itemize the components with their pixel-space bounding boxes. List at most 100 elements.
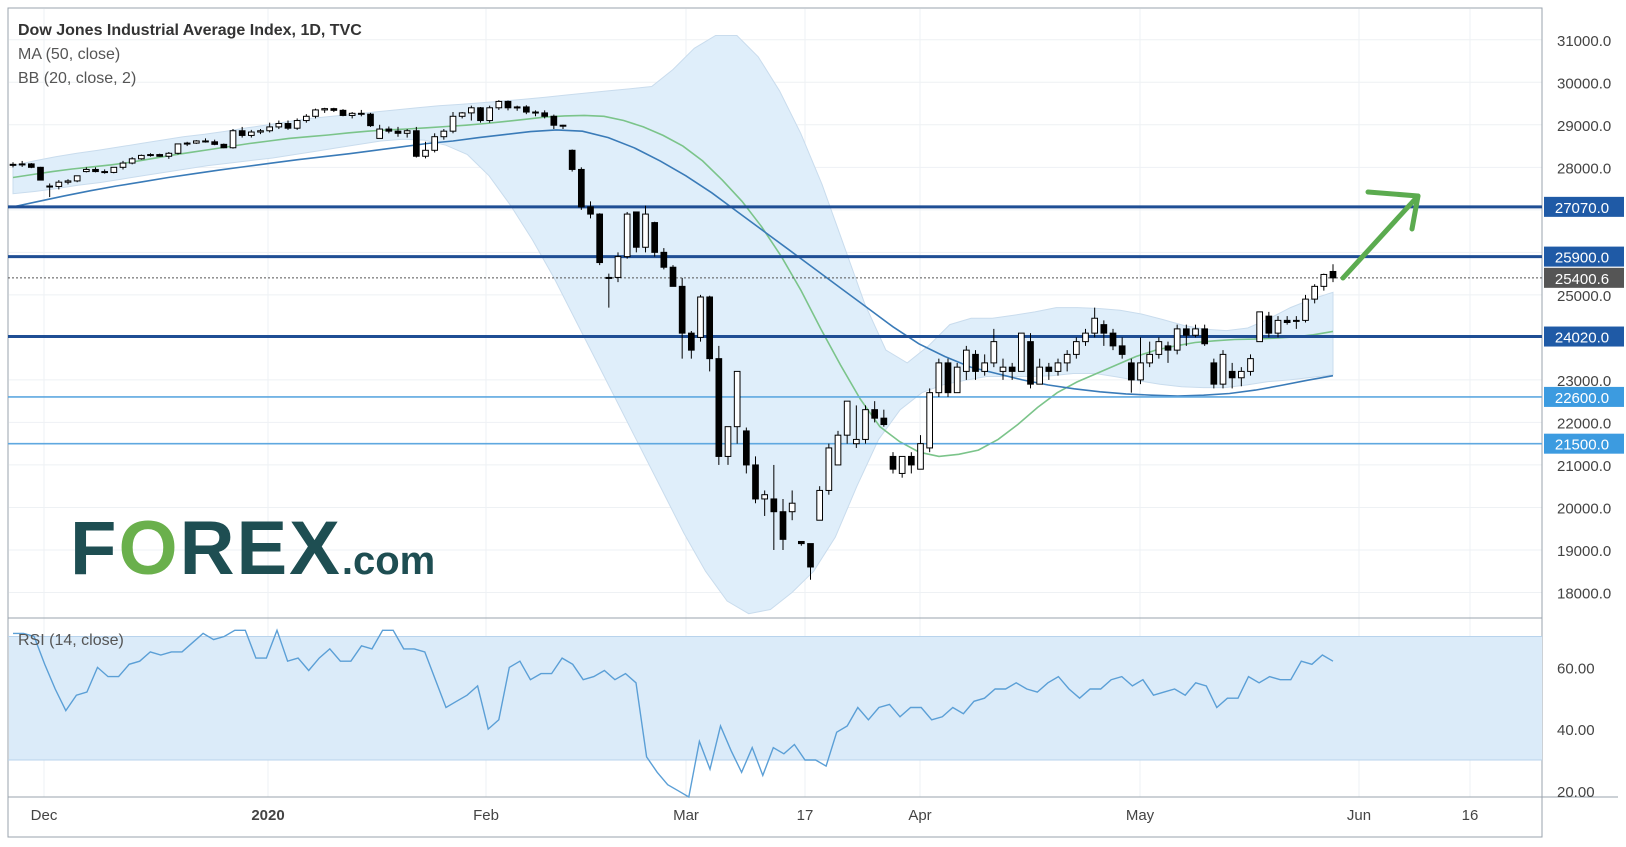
candle-body[interactable] (568, 149, 576, 170)
candle-body[interactable] (825, 447, 833, 491)
candle-body[interactable] (247, 131, 255, 136)
candle-body[interactable] (92, 168, 99, 173)
candle-body[interactable] (458, 112, 466, 117)
candle-body[interactable] (898, 455, 906, 474)
candle-body[interactable] (788, 502, 796, 513)
candle-body[interactable] (1091, 317, 1099, 334)
candle-body[interactable] (156, 154, 164, 157)
candle-body[interactable] (962, 349, 970, 372)
candle-body[interactable] (1247, 358, 1254, 372)
candle-body[interactable] (192, 140, 200, 144)
candle-body[interactable] (403, 130, 411, 134)
candle-body[interactable] (550, 115, 558, 126)
candle-body[interactable] (357, 112, 365, 115)
candle-body[interactable] (495, 100, 503, 109)
candle-body[interactable] (990, 341, 998, 364)
candle-body[interactable] (797, 540, 805, 545)
candle-body[interactable] (926, 392, 934, 449)
candle-body[interactable] (862, 409, 869, 440)
candle-body[interactable] (724, 426, 732, 457)
candle-body[interactable] (651, 222, 659, 253)
candle-body[interactable] (275, 123, 283, 128)
candle-body[interactable] (1063, 353, 1071, 364)
candle-body[interactable] (642, 213, 649, 248)
candle-body[interactable] (1274, 319, 1282, 334)
candle-body[interactable] (486, 107, 494, 122)
candle-body[interactable] (522, 106, 530, 113)
candle-body[interactable] (257, 130, 264, 133)
candle-body[interactable] (37, 166, 44, 181)
candle-body[interactable] (238, 130, 246, 136)
candle-body[interactable] (1173, 328, 1181, 351)
candle-body[interactable] (477, 107, 484, 122)
candle-body[interactable] (1008, 366, 1016, 372)
candle-body[interactable] (229, 130, 237, 149)
candle-body[interactable] (1100, 324, 1108, 334)
candle-body[interactable] (293, 120, 301, 129)
candle-body[interactable] (220, 143, 228, 149)
candle-body[interactable] (623, 213, 631, 258)
candle-body[interactable] (715, 358, 723, 457)
candle-body[interactable] (367, 113, 374, 127)
candle-body[interactable] (1329, 270, 1337, 279)
candle-body[interactable] (394, 130, 402, 134)
candle-body[interactable] (1155, 341, 1163, 355)
candle-body[interactable] (137, 154, 145, 160)
candle-body[interactable] (632, 211, 640, 248)
candle-body[interactable] (843, 400, 851, 436)
candle-body[interactable] (981, 362, 989, 372)
candle-body[interactable] (880, 417, 888, 426)
candle-body[interactable] (834, 434, 842, 466)
candle-body[interactable] (513, 106, 521, 109)
candle-body[interactable] (660, 251, 668, 268)
candle-body[interactable] (504, 100, 512, 109)
candle-body[interactable] (761, 494, 769, 500)
candle-body[interactable] (1256, 311, 1264, 343)
candle-body[interactable] (779, 511, 787, 540)
candle-body[interactable] (559, 124, 567, 127)
candle-body[interactable] (1109, 332, 1117, 347)
candle-body[interactable] (1045, 366, 1053, 372)
candle-body[interactable] (18, 163, 26, 166)
candle-body[interactable] (1137, 362, 1144, 381)
candle-body[interactable] (467, 107, 475, 114)
candle-body[interactable] (807, 543, 814, 568)
candle-body[interactable] (82, 168, 90, 173)
candle-body[interactable] (284, 123, 292, 129)
candle-body[interactable] (449, 115, 457, 132)
candle-body[interactable] (119, 162, 127, 168)
candle-body[interactable] (532, 111, 539, 114)
candle-body[interactable] (596, 213, 604, 264)
candle-body[interactable] (211, 141, 219, 145)
candle-body[interactable] (614, 256, 622, 278)
candle-body[interactable] (422, 149, 429, 157)
candle-body[interactable] (889, 455, 897, 470)
candle-body[interactable] (935, 362, 943, 394)
candle-body[interactable] (1311, 285, 1319, 300)
candle-body[interactable] (302, 115, 310, 122)
candle-body[interactable] (101, 171, 109, 174)
candle-body[interactable] (587, 206, 594, 215)
candle-body[interactable] (1228, 370, 1236, 379)
candle-body[interactable] (110, 166, 118, 173)
candle-body[interactable] (1027, 341, 1034, 385)
candle-body[interactable] (697, 296, 704, 338)
candle-body[interactable] (1302, 298, 1309, 321)
candle-body[interactable] (953, 366, 961, 394)
candle-body[interactable] (972, 353, 979, 372)
candle-body[interactable] (183, 142, 191, 145)
candle-body[interactable] (9, 163, 17, 166)
candle-body[interactable] (1219, 353, 1227, 385)
candle-body[interactable] (73, 175, 81, 182)
candle-body[interactable] (733, 370, 741, 428)
candle-body[interactable] (1210, 362, 1218, 385)
candle-body[interactable] (46, 185, 54, 188)
candle-body[interactable] (27, 163, 35, 168)
candle-body[interactable] (907, 455, 915, 466)
candle-body[interactable] (128, 158, 136, 164)
candle-body[interactable] (1118, 345, 1126, 355)
candle-body[interactable] (1292, 319, 1300, 322)
candle-body[interactable] (64, 180, 72, 183)
candle-body[interactable] (999, 366, 1007, 372)
